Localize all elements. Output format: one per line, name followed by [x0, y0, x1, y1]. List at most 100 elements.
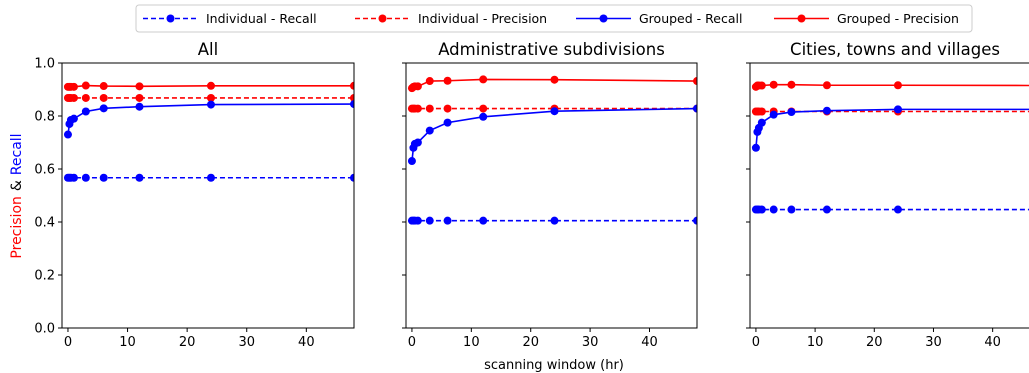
- y-axis-label-recall: Recall: [9, 133, 25, 175]
- data-point: [787, 80, 796, 89]
- data-point: [413, 138, 422, 147]
- data-point: [757, 81, 766, 90]
- x-tick-label: 10: [807, 335, 824, 350]
- series-individual-recall: [751, 205, 1029, 214]
- data-point: [69, 82, 78, 91]
- x-tick-label: 0: [408, 335, 416, 350]
- data-point: [81, 93, 90, 102]
- series-grouped-precision: [63, 81, 354, 91]
- legend-marker: [166, 14, 175, 23]
- data-point: [769, 80, 778, 89]
- series-grouped-recall: [407, 104, 697, 166]
- data-point: [69, 93, 78, 102]
- legend-items: Individual - Recall Individual - Precisio…: [143, 11, 959, 26]
- data-point: [893, 205, 902, 214]
- data-point: [479, 75, 488, 84]
- data-point: [99, 173, 108, 182]
- data-point: [769, 205, 778, 214]
- subplot-administrative-subdivisions: 0 10 20 30 40 Administrative subdivisions: [402, 40, 698, 350]
- data-point: [751, 143, 760, 152]
- data-point: [413, 104, 422, 113]
- legend-label: Grouped - Recall: [639, 11, 742, 26]
- data-point: [693, 104, 697, 113]
- series-individual-precision: [63, 93, 354, 102]
- plot-area: [63, 81, 354, 182]
- subplot-title: All: [198, 40, 218, 59]
- legend-entry: Individual - Precision: [355, 11, 547, 26]
- y-tick-label: 0.4: [34, 216, 55, 231]
- y-tick-label: 0.8: [34, 110, 55, 125]
- y-tick-label: 0.6: [34, 163, 55, 178]
- x-tick-label: 40: [984, 335, 1001, 350]
- legend-label: Grouped - Precision: [837, 11, 959, 26]
- series-grouped-precision: [751, 80, 1029, 91]
- x-tick-label: 10: [119, 335, 136, 350]
- data-point: [63, 130, 72, 139]
- series-individual-recall: [63, 173, 354, 182]
- x-tick-label: 30: [925, 335, 942, 350]
- data-point: [425, 77, 434, 86]
- series-individual-precision: [407, 104, 697, 113]
- data-point: [479, 216, 488, 225]
- data-point: [893, 105, 902, 114]
- x-tick-label: 40: [298, 335, 315, 350]
- data-point: [769, 110, 778, 119]
- series-individual-recall: [407, 216, 697, 225]
- data-point: [81, 173, 90, 182]
- x-tick-label: 30: [238, 335, 255, 350]
- data-point: [206, 81, 215, 90]
- y-tick-label: 0.0: [34, 322, 55, 337]
- subplot-title: Administrative subdivisions: [438, 40, 665, 59]
- series-grouped-recall: [63, 100, 354, 139]
- plot-area: [751, 80, 1029, 214]
- data-point: [407, 157, 416, 166]
- data-point: [350, 81, 354, 90]
- x-tick-label: 40: [641, 335, 658, 350]
- series-grouped-precision: [407, 75, 697, 93]
- data-point: [135, 173, 144, 182]
- data-point: [425, 126, 434, 135]
- data-point: [99, 104, 108, 113]
- x-tick-label: 30: [582, 335, 599, 350]
- data-point: [206, 173, 215, 182]
- data-point: [479, 112, 488, 121]
- data-point: [822, 106, 831, 115]
- data-point: [550, 107, 559, 116]
- axes-frame: [405, 62, 698, 329]
- data-point: [550, 216, 559, 225]
- data-point: [693, 77, 697, 86]
- data-point: [413, 216, 422, 225]
- data-point: [425, 104, 434, 113]
- y-axis-label-precision: Precision: [9, 196, 25, 258]
- subplot-cities-towns-villages: 0 10 20 30 40 Cities, towns and villages: [746, 40, 1029, 350]
- x-tick-label: 20: [179, 335, 196, 350]
- data-point: [135, 102, 144, 111]
- data-point: [350, 93, 354, 102]
- axes-frame: [61, 62, 355, 329]
- data-point: [550, 75, 559, 84]
- x-tick-label: 20: [522, 335, 539, 350]
- y-tick-label: 1.0: [34, 57, 55, 72]
- x-axis-label: scanning window (hr): [484, 358, 624, 373]
- data-point: [822, 205, 831, 214]
- legend-entry: Individual - Recall: [143, 11, 317, 26]
- data-point: [425, 216, 434, 225]
- data-point: [443, 104, 452, 113]
- series-grouped-recall: [751, 105, 1029, 152]
- x-tick-label: 10: [463, 335, 480, 350]
- x-tick-label: 20: [866, 335, 883, 350]
- data-point: [69, 114, 78, 123]
- data-point: [99, 93, 108, 102]
- data-point: [479, 104, 488, 113]
- data-point: [693, 216, 697, 225]
- legend-marker: [797, 14, 806, 23]
- y-axis-label: Precision & Recall: [9, 133, 25, 258]
- legend-marker: [599, 14, 608, 23]
- data-point: [822, 81, 831, 90]
- data-point: [135, 93, 144, 102]
- axes-frame: [749, 62, 1029, 329]
- data-point: [135, 82, 144, 91]
- data-point: [757, 107, 766, 116]
